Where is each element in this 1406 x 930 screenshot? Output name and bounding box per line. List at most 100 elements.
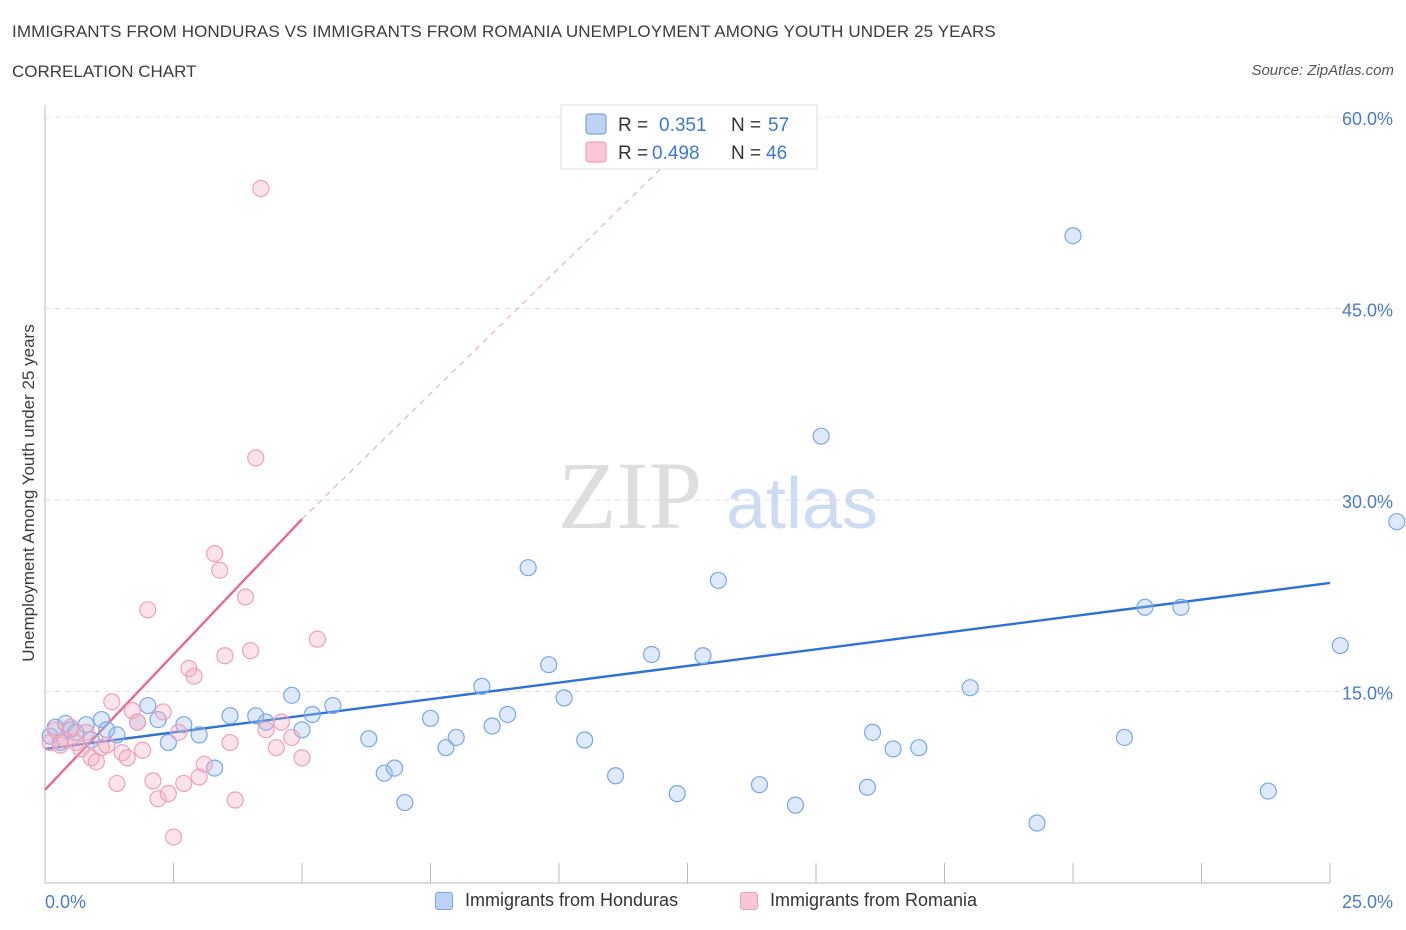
y-axis-title: Unemployment Among Youth under 25 years: [19, 324, 38, 661]
point-honduras-18: [221, 707, 239, 725]
point-romania-7: [77, 723, 95, 741]
watermark: ZIP atlas: [558, 442, 878, 549]
point-honduras-56: [1172, 598, 1190, 616]
point-romania-4: [62, 718, 80, 736]
x-tick-label-1: 25.0%: [1342, 892, 1393, 912]
stats-r-label-honduras: R =: [618, 115, 648, 136]
data-points: [41, 179, 1406, 846]
legend-label-romania: Immigrants from Romania: [770, 890, 978, 910]
point-honduras-26: [375, 764, 393, 782]
point-honduras-47: [858, 778, 877, 796]
point-honduras-10: [108, 726, 126, 744]
point-romania-17: [128, 713, 147, 731]
point-honduras-24: [324, 696, 342, 715]
point-romania-44: [293, 749, 311, 767]
point-romania-40: [257, 721, 275, 739]
point-honduras-34: [499, 705, 517, 724]
point-romania-43: [283, 728, 301, 747]
watermark-atlas: atlas: [726, 464, 878, 544]
point-honduras-48: [863, 723, 882, 741]
point-honduras-37: [555, 689, 573, 707]
stats-legend: R = 0.351 N = 57 R = 0.498 N = 46: [560, 104, 818, 170]
point-romania-26: [175, 774, 193, 793]
point-romania-32: [211, 561, 229, 579]
stats-r-value-romania: 0.498: [652, 143, 700, 164]
point-romania-37: [242, 642, 260, 660]
point-romania-19: [139, 601, 157, 619]
point-romania-18: [134, 741, 152, 759]
axes: [44, 105, 1331, 884]
x-tick-label-0: 0.0%: [45, 892, 86, 912]
point-romania-13: [108, 774, 126, 793]
point-romania-11: [98, 736, 116, 754]
trend-extension-romania: [301, 142, 688, 520]
point-romania-3: [56, 731, 75, 749]
point-romania-28: [185, 667, 203, 685]
point-honduras-50: [910, 739, 928, 757]
point-honduras-25: [360, 730, 378, 748]
point-honduras-55: [1136, 598, 1154, 616]
point-honduras-30: [437, 739, 455, 757]
point-romania-42: [272, 713, 291, 731]
point-honduras-14: [159, 733, 177, 752]
y-tick-label-0: 15.0%: [1342, 684, 1393, 704]
point-romania-45: [308, 630, 327, 648]
point-honduras-49: [884, 740, 902, 758]
y-tick-label-1: 30.0%: [1342, 492, 1393, 512]
point-honduras-27: [385, 759, 404, 777]
chart-title: IMMIGRANTS FROM HONDURAS VS IMMIGRANTS F…: [12, 22, 996, 41]
stats-swatch-honduras: [585, 113, 607, 135]
trend-line-honduras: [44, 581, 1331, 751]
point-honduras-17: [206, 759, 224, 777]
point-romania-39: [252, 179, 270, 198]
point-romania-38: [247, 449, 265, 467]
chart-subtitle: CORRELATION CHART: [12, 62, 197, 81]
point-honduras-45: [786, 796, 805, 814]
point-honduras-46: [812, 427, 830, 445]
series-legend: Immigrants from Honduras Immigrants from…: [0, 890, 1406, 916]
legend-item-honduras: Immigrants from Honduras: [435, 890, 678, 911]
point-romania-30: [195, 755, 213, 773]
point-romania-20: [144, 772, 162, 790]
stats-r-value-honduras: 0.351: [659, 115, 707, 136]
point-honduras-28: [396, 793, 414, 812]
point-honduras-52: [1028, 814, 1046, 832]
point-honduras-36: [540, 656, 558, 674]
y-tick-label-3: 60.0%: [1342, 109, 1393, 129]
stats-n-value-romania: 46: [766, 143, 787, 164]
point-honduras-35: [519, 559, 537, 577]
point-honduras-31: [447, 728, 465, 747]
y-tick-label-2: 45.0%: [1342, 301, 1393, 321]
legend-label-honduras: Immigrants from Honduras: [465, 890, 679, 910]
stats-swatch-romania: [585, 141, 607, 163]
point-romania-35: [226, 791, 244, 809]
point-honduras-19: [247, 707, 265, 725]
point-honduras-9: [98, 721, 116, 739]
point-honduras-59: [1388, 513, 1406, 531]
point-honduras-29: [421, 709, 440, 727]
point-honduras-33: [483, 717, 501, 735]
source-note: Source: ZipAtlas.com: [1251, 62, 1394, 79]
point-honduras-38: [576, 731, 594, 749]
legend-swatch-honduras: [435, 891, 453, 910]
point-honduras-40: [642, 645, 661, 664]
point-honduras-23: [303, 705, 321, 724]
point-romania-29: [190, 768, 208, 786]
point-honduras-44: [750, 776, 769, 794]
point-romania-34: [221, 733, 239, 752]
point-honduras-54: [1115, 728, 1134, 747]
point-romania-41: [267, 739, 285, 757]
point-romania-31: [206, 545, 224, 563]
point-romania-23: [159, 785, 177, 803]
legend-swatch-romania: [740, 891, 758, 910]
point-romania-14: [113, 744, 131, 762]
tick-labels: 15.0% 30.0% 45.0% 60.0% 0.0% 25.0%: [45, 109, 1393, 912]
point-romania-12: [103, 693, 121, 711]
point-honduras-8: [92, 710, 111, 729]
stats-n-value-honduras: 57: [768, 115, 789, 136]
point-romania-36: [236, 588, 255, 606]
point-honduras-39: [606, 767, 625, 785]
legend-item-romania: Immigrants from Romania: [740, 890, 977, 911]
point-honduras-43: [709, 571, 727, 590]
point-honduras-41: [668, 785, 686, 803]
